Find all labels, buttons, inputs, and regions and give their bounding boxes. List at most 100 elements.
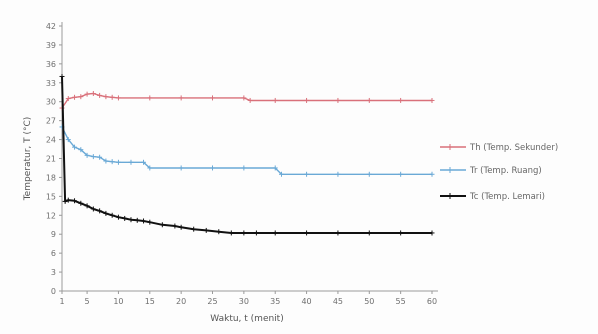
y-tick-label: 27	[46, 117, 56, 126]
data-point	[59, 73, 65, 79]
data-point	[241, 165, 247, 171]
data-point	[210, 165, 216, 171]
data-point	[278, 171, 284, 177]
x-tick-label: 15	[145, 297, 155, 306]
data-point	[147, 219, 153, 225]
y-tick-label: 3	[51, 268, 56, 277]
data-point	[191, 226, 197, 232]
legend-label: Th (Temp. Sekunder)	[469, 143, 558, 153]
legend: Th (Temp. Sekunder) Tr (Temp. Ruang) Tc (T…	[440, 143, 558, 202]
data-point	[90, 154, 96, 160]
data-point	[115, 95, 121, 101]
x-tick-label: 45	[333, 297, 343, 306]
x-tick-label: 20	[176, 297, 186, 306]
data-point	[103, 158, 109, 164]
y-tick-label: 12	[46, 211, 56, 220]
data-point	[109, 212, 115, 218]
data-point	[178, 165, 184, 171]
data-point	[366, 97, 372, 103]
data-point	[90, 206, 96, 212]
data-point	[128, 159, 134, 165]
legend-item: Tc (Temp. Lemari)	[440, 192, 545, 202]
x-tick-label: 60	[427, 297, 437, 306]
data-point	[398, 230, 404, 236]
data-point	[78, 94, 84, 100]
legend-label: Tc (Temp. Lemari)	[469, 192, 545, 202]
data-point	[122, 215, 128, 221]
data-point	[84, 203, 90, 209]
legend-label: Tr (Temp. Ruang)	[469, 166, 542, 176]
x-tick-label: 5	[85, 297, 90, 306]
data-point	[103, 94, 109, 100]
data-point	[210, 95, 216, 101]
data-point	[97, 208, 103, 214]
data-point	[172, 223, 178, 229]
x-axis-title: Waktu, t (menit)	[210, 314, 283, 324]
y-tick-label: 18	[46, 173, 56, 182]
data-point	[241, 230, 247, 236]
data-point	[103, 210, 109, 216]
data-point	[90, 91, 96, 97]
data-point	[78, 147, 84, 153]
x-tick-label: 30	[239, 297, 249, 306]
data-point	[72, 198, 78, 204]
y-tick-label: 9	[51, 230, 56, 239]
data-point	[272, 230, 278, 236]
x-tick-label: 55	[396, 297, 406, 306]
x-tick-label: 35	[270, 297, 280, 306]
x-tick-label: 40	[301, 297, 311, 306]
data-point	[241, 95, 247, 101]
data-point	[147, 165, 153, 171]
data-point	[398, 171, 404, 177]
data-point	[335, 97, 341, 103]
data-point	[272, 165, 278, 171]
x-tick-label: 1	[59, 297, 64, 306]
data-point	[72, 144, 78, 150]
data-point	[141, 218, 147, 224]
series-line	[61, 92, 432, 109]
data-point	[72, 94, 78, 100]
data-point	[304, 230, 310, 236]
data-point	[203, 227, 209, 233]
data-point	[147, 95, 153, 101]
y-tick-label: 15	[46, 192, 56, 201]
data-point	[247, 97, 253, 103]
data-point	[128, 217, 134, 223]
y-tick-label: 24	[46, 136, 56, 145]
x-tick-label: 10	[113, 297, 123, 306]
data-point	[65, 137, 71, 143]
data-point	[97, 92, 103, 98]
data-point	[115, 159, 121, 165]
data-point	[178, 95, 184, 101]
data-point	[159, 222, 165, 228]
data-point	[178, 224, 184, 230]
data-point	[62, 198, 68, 204]
data-point	[115, 214, 121, 220]
data-point	[335, 230, 341, 236]
legend-item: Th (Temp. Sekunder)	[440, 143, 558, 153]
x-tick-label: 25	[207, 297, 217, 306]
y-tick-label: 6	[51, 249, 56, 258]
data-point	[429, 230, 435, 236]
data-point	[84, 91, 90, 97]
data-point	[366, 171, 372, 177]
legend-item: Tr (Temp. Ruang)	[440, 166, 542, 176]
data-point	[84, 152, 90, 158]
y-tick-label: 0	[51, 287, 56, 296]
data-point	[228, 230, 234, 236]
x-tick-label: 50	[364, 297, 374, 306]
data-point	[109, 159, 115, 165]
data-point	[97, 154, 103, 160]
data-point	[65, 96, 71, 102]
data-point	[272, 97, 278, 103]
y-tick-label: 21	[46, 155, 56, 164]
y-tick-label: 39	[46, 41, 56, 50]
data-point	[109, 94, 115, 100]
data-point	[304, 171, 310, 177]
data-point	[366, 230, 372, 236]
data-point	[65, 197, 71, 203]
data-point	[429, 171, 435, 177]
data-point	[134, 217, 140, 223]
